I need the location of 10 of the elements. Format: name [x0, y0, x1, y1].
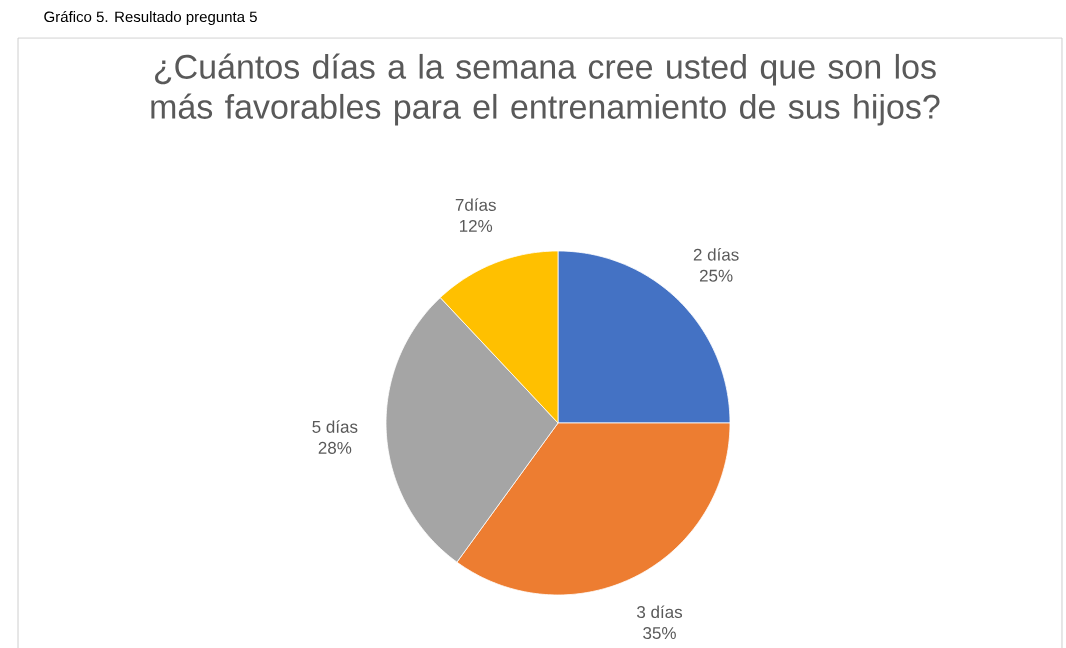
slice-label: 3 días	[637, 605, 683, 619]
slice-label: 2 días	[693, 248, 739, 261]
slice-label: 7días	[455, 198, 496, 211]
data-label: 35%	[643, 627, 676, 640]
slice-label: 5 días	[312, 420, 358, 433]
data-label: 28%	[318, 441, 352, 454]
data-label: 25%	[699, 269, 733, 282]
data-label: 12%	[459, 219, 493, 232]
chart-title: ¿Cuántos días a la semana cree usted que son los más favorables para el entrenamiento de sus hijos?	[151, 53, 940, 126]
text: Gráfico 5. Resultado pregunta 5	[44, 10, 257, 26]
